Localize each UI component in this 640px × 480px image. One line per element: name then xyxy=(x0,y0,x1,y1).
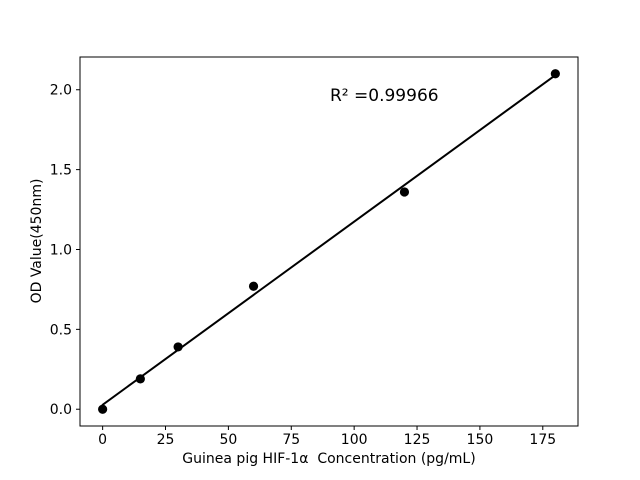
x-tick-label: 100 xyxy=(341,432,368,448)
axis-ticks: 0 25 50 75 100 125 150 175 0.0 0.5 1.0 1.5 2.0 xyxy=(50,83,556,448)
y-tick-label: 1.0 xyxy=(50,242,72,258)
x-tick-label: 175 xyxy=(529,432,556,448)
y-tick-label: 1.5 xyxy=(50,163,72,179)
data-point xyxy=(173,342,183,352)
axes-frame xyxy=(79,56,579,427)
x-tick-label: 150 xyxy=(467,432,494,448)
data-point xyxy=(399,187,410,197)
data-point xyxy=(550,69,560,79)
fit-line xyxy=(101,74,557,406)
x-tick-label: 25 xyxy=(157,432,175,448)
y-tick-label: 0.0 xyxy=(50,402,72,418)
x-tick-label: 125 xyxy=(404,432,431,448)
y-tick-label: 2.0 xyxy=(50,83,72,99)
data-points-layer xyxy=(98,69,560,414)
data-point xyxy=(98,404,108,414)
data-point xyxy=(248,281,259,291)
data-point xyxy=(135,374,145,384)
r-squared-annotation: R² =0.99966 xyxy=(330,86,439,106)
x-tick-label: 50 xyxy=(219,432,237,448)
fit-line-layer xyxy=(101,74,557,406)
y-tick-label: 0.5 xyxy=(50,322,72,338)
x-axis-label: Guinea pig HIF-1α Concentration (pg/mL) xyxy=(182,451,476,467)
x-tick-label: 75 xyxy=(282,432,300,448)
x-tick-label: 0 xyxy=(98,432,107,448)
y-axis-label: OD Value(450nm) xyxy=(29,178,45,304)
